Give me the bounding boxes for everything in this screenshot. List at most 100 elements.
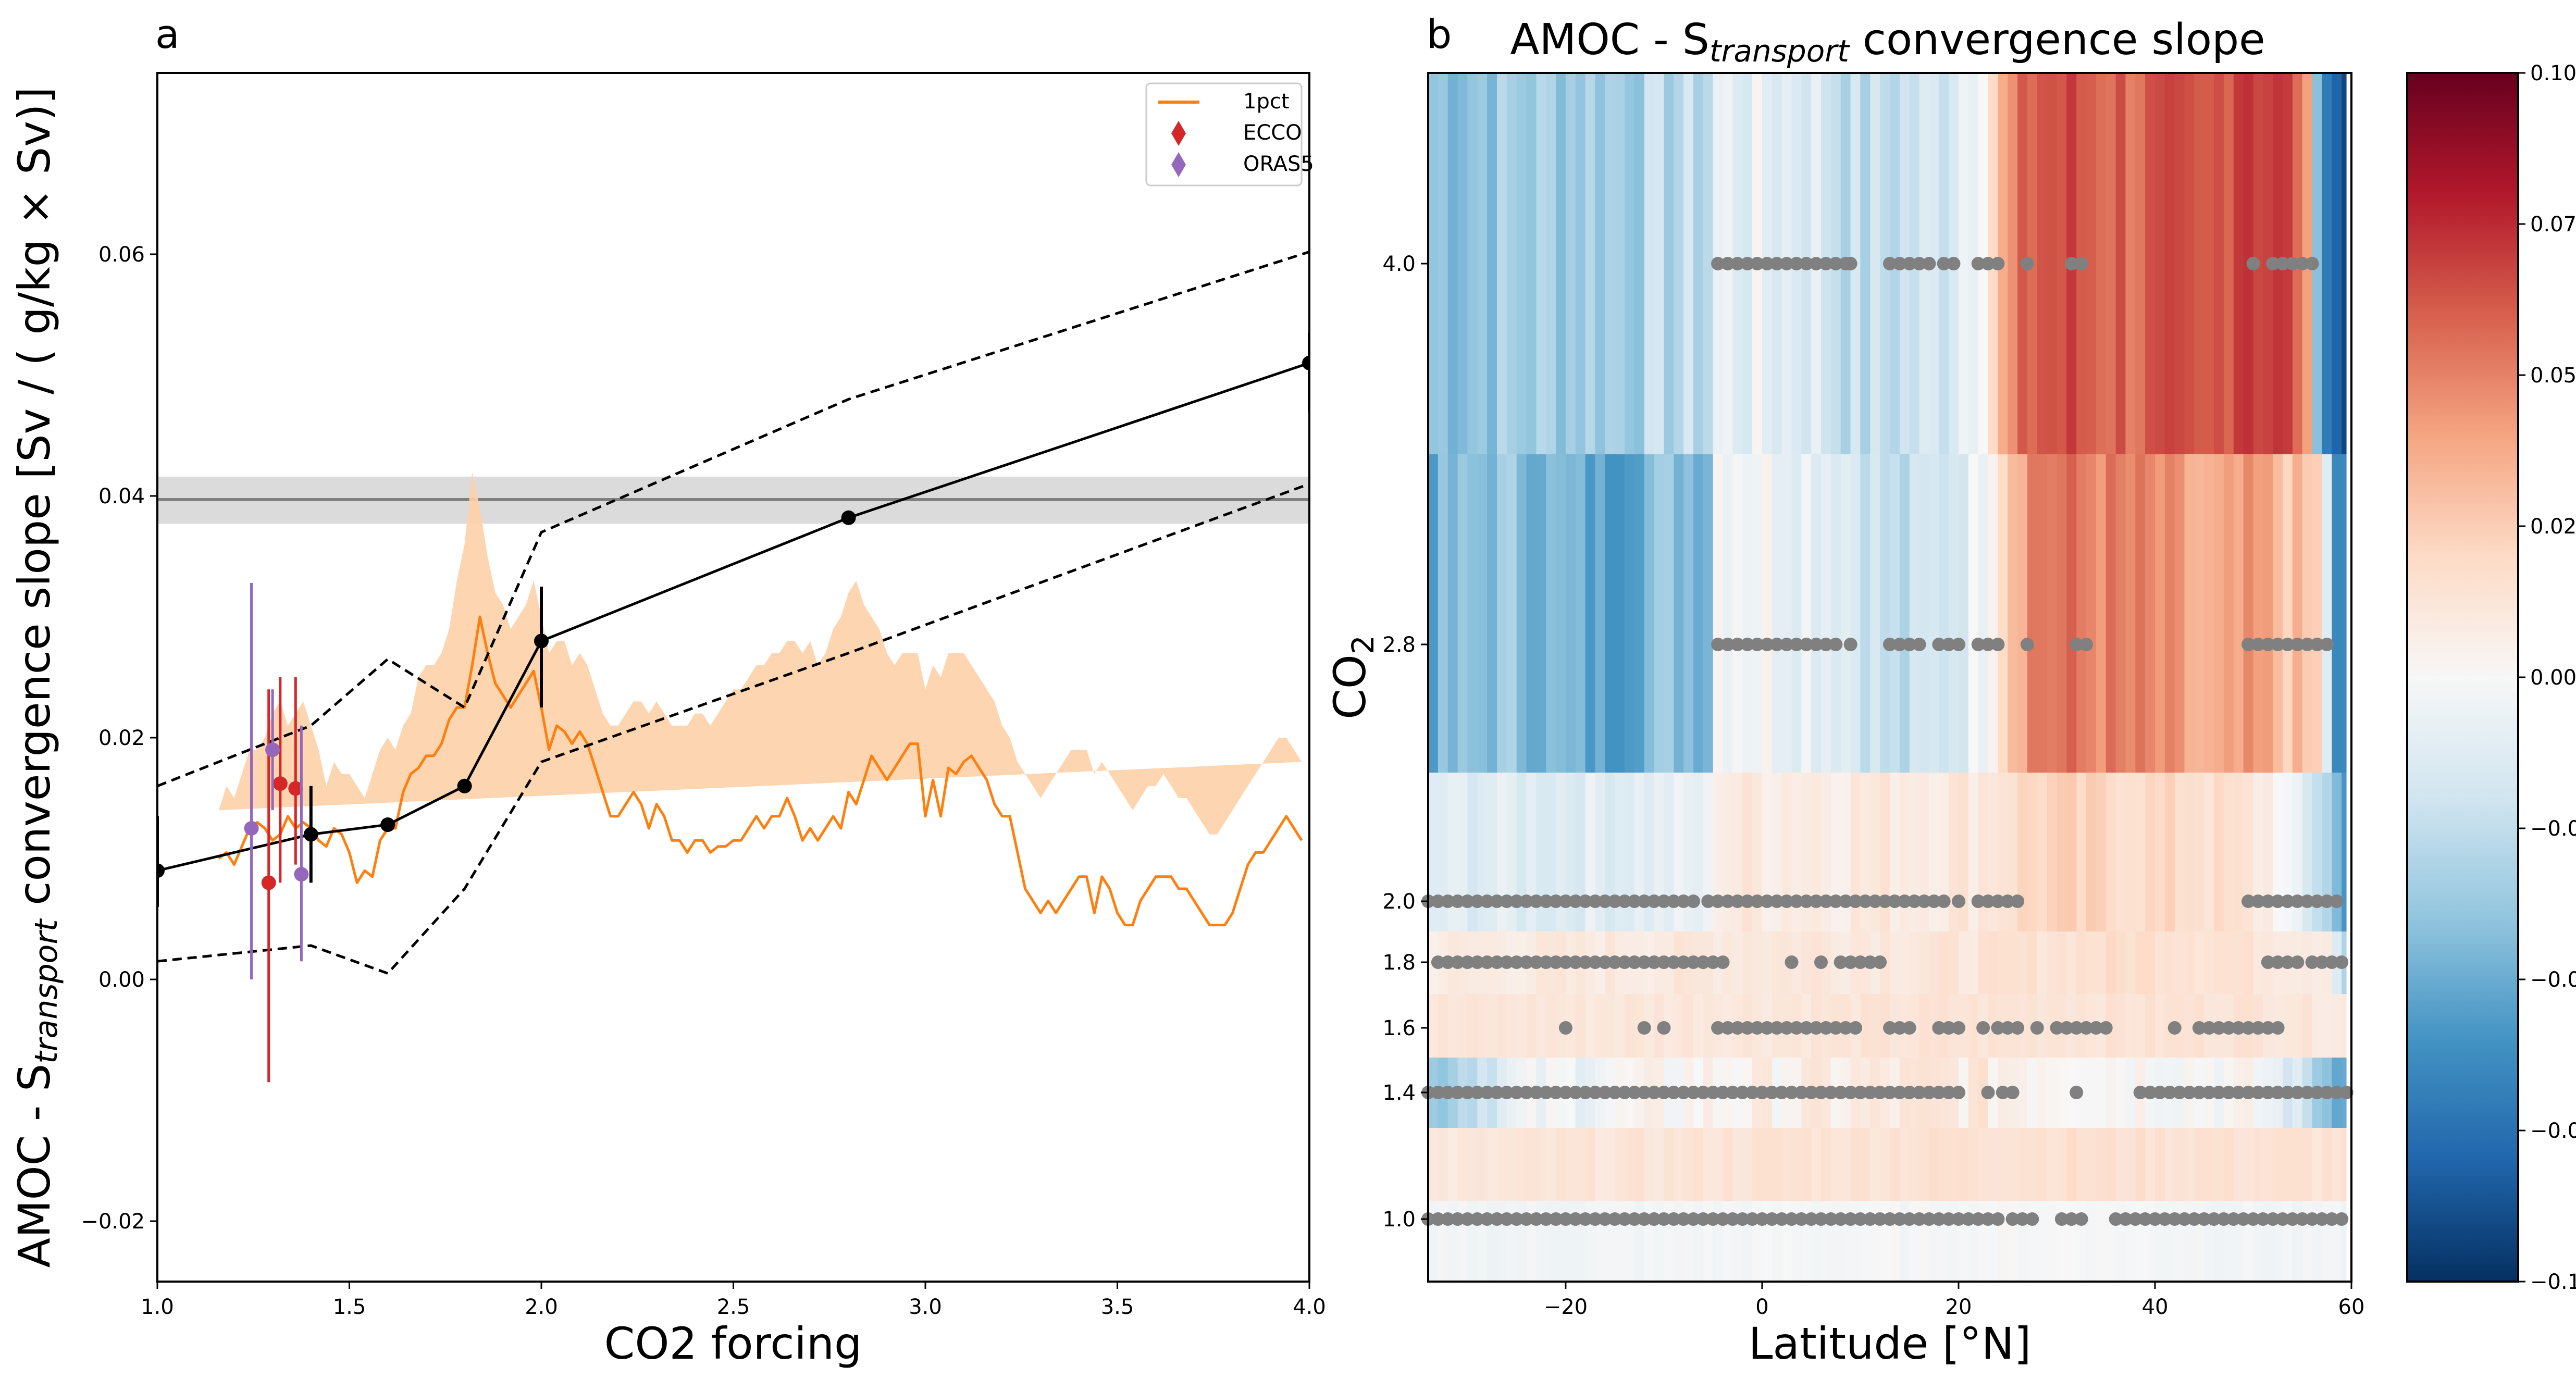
significance-dot <box>1937 257 1951 270</box>
significance-dot <box>2266 1212 2280 1226</box>
heatmap-cell <box>1447 1128 1458 1201</box>
significance-dot <box>1883 1086 1897 1099</box>
heatmap-cell <box>1605 73 1615 454</box>
significance-dot <box>1863 955 1877 969</box>
heatmap-cell <box>1575 454 1586 773</box>
heatmap-cell <box>1870 73 1880 454</box>
significance-dot <box>2241 638 2256 651</box>
heatmap-cell <box>1959 454 1969 773</box>
significance-dot <box>1549 1086 1563 1099</box>
significance-dot <box>1745 1212 1760 1226</box>
significance-dot <box>2128 1212 2142 1226</box>
heatmap-cell <box>1664 773 1675 931</box>
heatmap-cell <box>1909 454 1920 773</box>
significance-dot <box>2054 1212 2069 1226</box>
significance-dot <box>1750 638 1764 651</box>
y-tick-label: 0.06 <box>98 243 145 267</box>
heatmap-cell <box>1772 773 1782 931</box>
significance-dot <box>1981 1212 1995 1226</box>
significance-dot <box>2212 1086 2226 1099</box>
significance-dot <box>1912 638 1926 651</box>
significance-dot <box>1981 895 1995 908</box>
heatmap-cell <box>1428 994 1439 1058</box>
heatmap-cell <box>1605 773 1615 931</box>
significance-dot <box>2020 638 2034 651</box>
heatmap-cell <box>1644 73 1655 454</box>
significance-dot <box>1892 1212 1906 1226</box>
significance-dot <box>1431 895 1445 908</box>
significance-dot <box>2216 1212 2231 1226</box>
heatmap-cell <box>2076 1128 2087 1201</box>
significance-dot <box>1908 895 1922 908</box>
significance-dot <box>1701 895 1715 908</box>
significance-dot <box>1971 895 1985 908</box>
heatmap-cell <box>1585 773 1596 931</box>
heatmap-cell <box>1968 994 1979 1058</box>
panel-b-xlabel: Latitude [°N] <box>1749 1318 2032 1369</box>
significance-dot <box>1829 1021 1843 1035</box>
significance-dot <box>1740 895 1754 908</box>
heatmap-cell <box>1438 994 1448 1058</box>
significance-dot <box>2192 1086 2206 1099</box>
heatmap-cell <box>2204 1128 2214 1201</box>
significance-dot <box>2030 1021 2044 1035</box>
heatmap-cell <box>2086 454 2097 773</box>
heatmap-cell <box>2066 454 2077 773</box>
significance-dot <box>1789 895 1803 908</box>
heatmap-cell <box>2135 73 2146 454</box>
significance-dot <box>1740 257 1754 270</box>
heatmap-cell <box>1595 454 1606 773</box>
heatmap-cell <box>2037 1201 2048 1282</box>
heatmap-cell <box>1556 454 1566 773</box>
heatmap-cell <box>1683 773 1694 931</box>
significance-dot <box>2290 638 2305 651</box>
heatmap-cell <box>1575 994 1586 1058</box>
colorbar-tick-label: 0.075 <box>2530 213 2576 237</box>
legend-1pct-label: 1pct <box>1243 90 1290 114</box>
significance-dot <box>1568 1086 1582 1099</box>
heatmap-cell <box>1840 1128 1851 1201</box>
heatmap-cell <box>1693 773 1704 931</box>
heatmap-cell <box>1477 73 1488 454</box>
heatmap-cell <box>2302 1128 2313 1201</box>
heatmap-cell <box>1595 994 1606 1058</box>
heatmap-cell <box>2322 454 2333 773</box>
heatmap-cell <box>1781 1128 1792 1201</box>
heatmap-cell <box>2273 773 2283 931</box>
significance-dot <box>2281 955 2295 969</box>
significance-dot <box>2109 1212 2123 1226</box>
heatmap-cell <box>2312 994 2323 1058</box>
heatmap-cell <box>1585 454 1596 773</box>
significance-dot <box>2256 1212 2270 1226</box>
significance-dot <box>1558 1021 1572 1035</box>
heatmap-cell <box>1968 1058 1979 1128</box>
significance-dot <box>1843 955 1857 969</box>
significance-dot <box>2251 638 2265 651</box>
significance-dot <box>1912 1212 1926 1226</box>
significance-dot <box>1843 1086 1857 1099</box>
heatmap-cell <box>1801 1128 1812 1201</box>
heatmap-cell <box>1811 1128 1822 1201</box>
significance-dot <box>1789 638 1803 651</box>
significance-dot <box>2281 1086 2295 1099</box>
panel-b-title: AMOC - Stransport convergence slope <box>1510 15 2265 69</box>
heatmap-cell <box>1988 1128 1999 1201</box>
heatmap-cell <box>1487 73 1497 454</box>
heatmap-cell <box>2223 454 2234 773</box>
heatmap-cell <box>1487 454 1497 773</box>
heatmap-cell <box>2096 1201 2107 1282</box>
oras5-point <box>294 867 309 882</box>
heatmap-cell <box>2008 931 2018 994</box>
significance-dot <box>1863 1086 1877 1099</box>
significance-dot <box>2163 1086 2177 1099</box>
x-tick-label: 2.0 <box>525 1295 558 1319</box>
significance-dot <box>1598 895 1612 908</box>
heatmap-edge <box>2346 73 2351 1282</box>
heatmap-cell <box>2017 931 2028 994</box>
significance-dot <box>1981 257 1995 270</box>
heatmap-cell <box>2086 931 2097 994</box>
heatmap-cell <box>2174 454 2185 773</box>
heatmap-cell <box>1457 73 1468 454</box>
heatmap-cell <box>2096 931 2107 994</box>
heatmap-cell <box>2086 1128 2097 1201</box>
